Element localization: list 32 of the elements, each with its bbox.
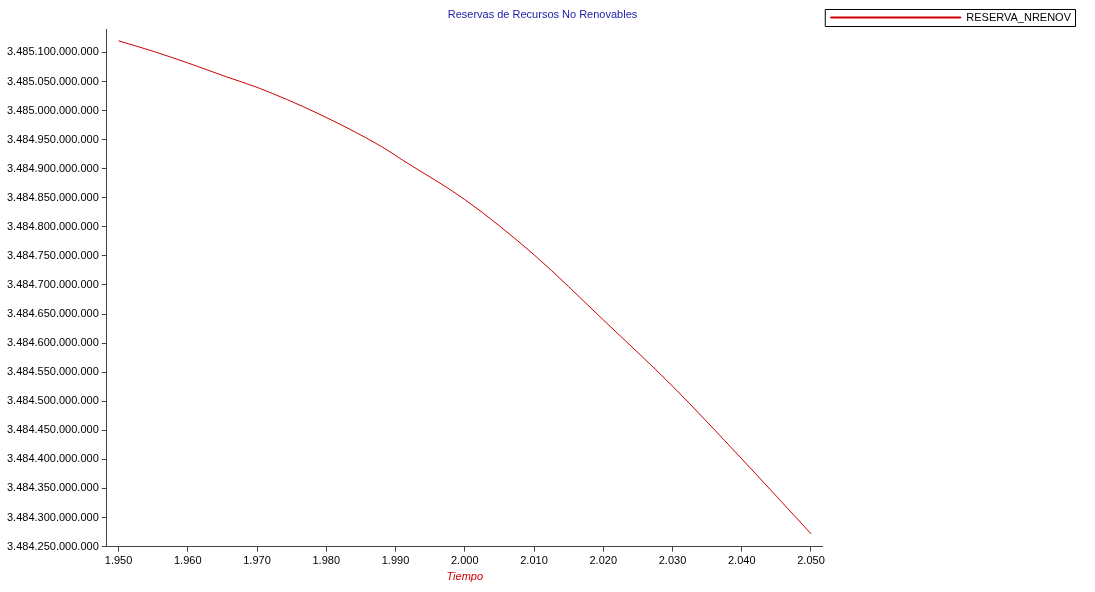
- y-tick-label: 3.484.600.000.000: [6, 336, 99, 349]
- chart-title: Reservas de Recursos No Renovables: [447, 7, 638, 20]
- y-tick-label: 3.484.800.000.000: [6, 219, 99, 232]
- x-tick-label: 2.020: [589, 554, 618, 567]
- y-tick-label: 3.484.700.000.000: [6, 278, 99, 291]
- y-tick-label: 3.484.650.000.000: [6, 307, 99, 320]
- y-tick-label: 3.484.950.000.000: [6, 132, 99, 145]
- x-axis-title: Tiempo: [446, 570, 484, 583]
- x-tick-label: 1.970: [243, 554, 271, 567]
- y-tick-label: 3.484.250.000.000: [6, 539, 99, 552]
- y-tick-label: 3.484.850.000.000: [6, 190, 99, 203]
- x-tick-label: 1.990: [381, 554, 410, 567]
- x-tick-label: 2.040: [727, 554, 756, 567]
- y-tick-label: 3.484.450.000.000: [6, 423, 99, 436]
- x-tick-label: 2.030: [658, 554, 687, 567]
- y-tick-label: 3.484.400.000.000: [6, 452, 99, 465]
- y-tick-label: 3.484.350.000.000: [6, 481, 99, 494]
- x-tick-label: 2.000: [450, 554, 479, 567]
- x-tick-label: 1.960: [174, 554, 202, 567]
- x-tick-label: 1.950: [104, 554, 133, 567]
- y-tick-label: 3.484.900.000.000: [6, 161, 99, 174]
- y-tick-label: 3.484.500.000.000: [6, 394, 99, 407]
- y-tick-label: 3.485.050.000.000: [6, 74, 99, 87]
- text: RESERVA_NRENOV: [966, 10, 1072, 23]
- y-tick-label: 3.485.100.000.000: [6, 45, 99, 58]
- x-tick-label: 2.010: [520, 554, 548, 567]
- y-tick-label: 3.484.300.000.000: [6, 510, 99, 523]
- y-tick-label: 3.485.000.000.000: [6, 103, 99, 116]
- y-tick-label: 3.484.550.000.000: [6, 365, 99, 378]
- x-tick-label: 1.980: [312, 554, 341, 567]
- y-tick-label: 3.484.750.000.000: [6, 248, 99, 261]
- x-tick-label: 2.050: [797, 554, 825, 567]
